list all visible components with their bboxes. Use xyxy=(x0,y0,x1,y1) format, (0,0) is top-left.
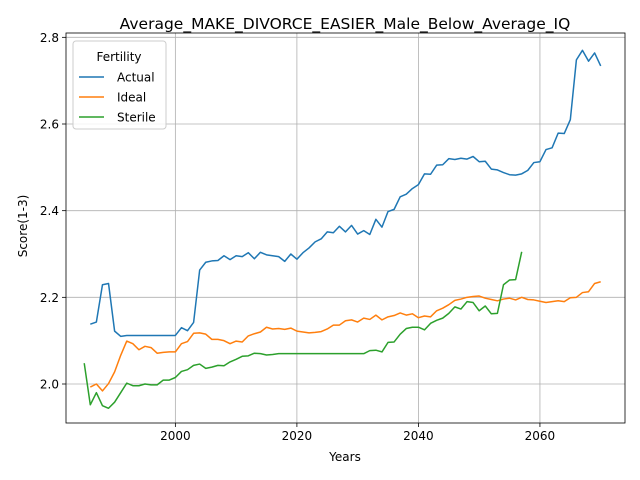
x-axis-label: Years xyxy=(328,450,361,464)
legend-label: Actual xyxy=(117,71,155,85)
legend-label: Ideal xyxy=(117,91,146,105)
x-tick-label: 2000 xyxy=(160,429,191,443)
axes-frame xyxy=(65,32,626,424)
series-line-actual xyxy=(90,49,602,338)
y-tick-label: 2.8 xyxy=(40,31,59,45)
legend-items: Actual Ideal Sterile xyxy=(79,71,156,125)
y-tick-label: 2.4 xyxy=(40,204,59,218)
x-tick-label: 2060 xyxy=(525,429,556,443)
y-tick-label: 2.0 xyxy=(40,378,59,392)
series-layer xyxy=(83,49,602,410)
y-tick-label: 2.2 xyxy=(40,291,59,305)
axes-border xyxy=(65,32,626,424)
x-tick-label: 2020 xyxy=(282,429,313,443)
y-tick-label: 2.6 xyxy=(40,118,59,132)
series-line-ideal xyxy=(89,281,601,392)
x-tick-label: 2040 xyxy=(403,429,434,443)
tick-layer: 2000 2020 2040 2060 2.0 2.2 2.4 2.6 2.8 xyxy=(40,31,555,443)
legend: Fertility Actual Ideal Sterile xyxy=(72,40,167,130)
chart-title: Average_MAKE_DIVORCE_EASIER_Male_Below_A… xyxy=(120,15,571,34)
y-axis-label: Score(1-3) xyxy=(16,195,30,258)
legend-label: Sterile xyxy=(117,111,156,125)
legend-box xyxy=(72,40,167,130)
legend-title: Fertility xyxy=(96,50,141,64)
series-line-sterile xyxy=(83,251,523,410)
